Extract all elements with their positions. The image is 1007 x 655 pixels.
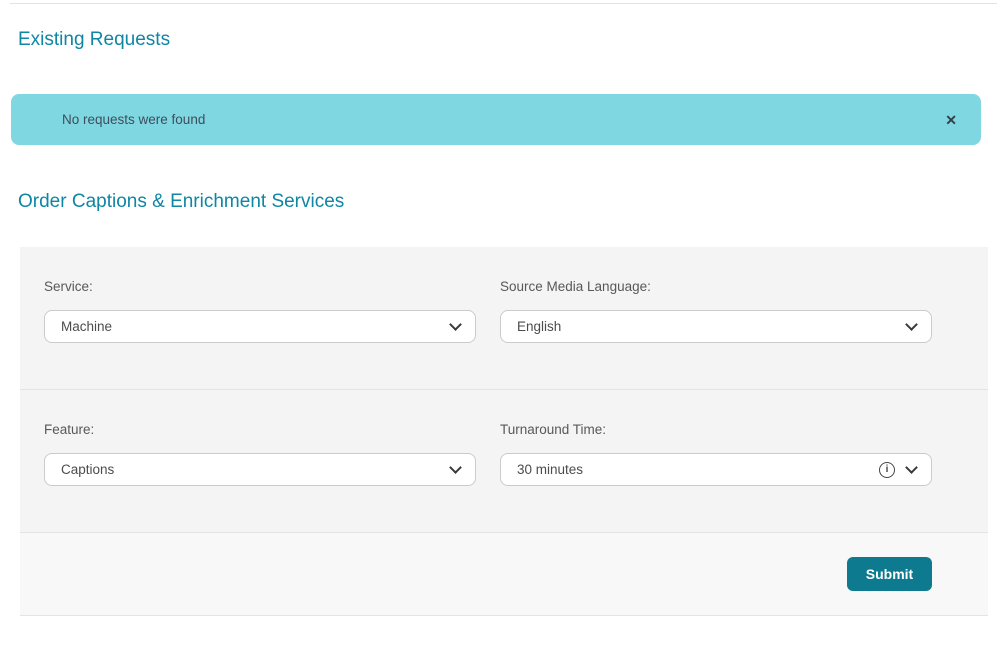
form-row-2: Feature: Captions Turnaround Time: 30 mi… — [20, 390, 988, 533]
alert-message: No requests were found — [62, 112, 206, 127]
top-divider — [10, 3, 997, 4]
source-media-language-selected-value: English — [517, 319, 562, 334]
source-media-language-label: Source Media Language: — [500, 279, 651, 294]
chevron-down-icon — [905, 460, 918, 474]
close-icon[interactable]: ✕ — [945, 111, 957, 128]
turnaround-time-selected-value: 30 minutes — [517, 462, 584, 477]
service-selected-value: Machine — [61, 319, 113, 334]
no-requests-alert: No requests were found ✕ — [11, 94, 981, 145]
form-row-1: Service: Machine Source Media Language: … — [20, 247, 988, 390]
turnaround-time-select[interactable]: 30 minutes i — [500, 453, 932, 486]
feature-select[interactable]: Captions — [44, 453, 476, 486]
info-icon[interactable]: i — [879, 461, 895, 478]
existing-requests-heading: Existing Requests — [18, 29, 171, 50]
turnaround-time-label: Turnaround Time: — [500, 422, 607, 437]
chevron-down-icon — [449, 460, 462, 474]
feature-selected-value: Captions — [61, 462, 115, 477]
chevron-down-icon — [905, 317, 918, 331]
feature-label: Feature: — [44, 422, 95, 437]
form-footer: Submit — [20, 533, 988, 616]
order-services-heading: Order Captions & Enrichment Services — [18, 191, 345, 212]
service-select[interactable]: Machine — [44, 310, 476, 343]
service-field: Service: Machine — [44, 279, 476, 343]
service-label: Service: — [44, 279, 93, 294]
source-media-language-select[interactable]: English — [500, 310, 932, 343]
source-media-language-field: Source Media Language: English — [500, 279, 932, 343]
chevron-down-icon — [449, 317, 462, 331]
feature-field: Feature: Captions — [44, 422, 476, 486]
turnaround-time-field: Turnaround Time: 30 minutes i — [500, 422, 932, 486]
order-form: Service: Machine Source Media Language: … — [20, 247, 988, 616]
submit-button[interactable]: Submit — [847, 557, 932, 591]
